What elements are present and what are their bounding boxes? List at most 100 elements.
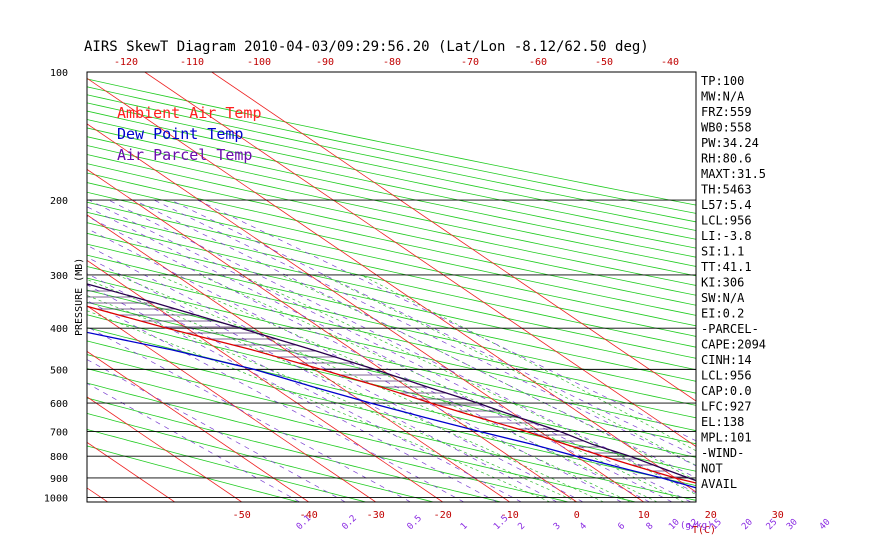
pressure-tick-label: 400 xyxy=(50,324,68,335)
bottom-temp-tick-label: 10 xyxy=(638,510,650,521)
stat-item: LI:-3.8 xyxy=(701,229,752,243)
dry-adiabat xyxy=(87,277,696,419)
pressure-tick-label: 700 xyxy=(50,428,68,439)
mixing-ratio-line xyxy=(133,199,696,479)
mixing-ratio-tick-label: 2 xyxy=(516,521,527,532)
cape-area xyxy=(87,283,696,483)
legend: Ambient Air Temp Dew Point Temp Air Parc… xyxy=(117,104,262,164)
top-temp-tick-label: -50 xyxy=(595,57,613,68)
bottom-temp-tick-label: 0 xyxy=(574,510,580,521)
mixing-ratio-line xyxy=(87,215,650,502)
dry-adiabat xyxy=(87,243,696,382)
mixing-ratio-line xyxy=(87,273,522,502)
legend-parcel: Air Parcel Temp xyxy=(117,146,252,164)
stat-item: -WIND- xyxy=(701,446,744,460)
mixing-ratio-tick-label: 0.2 xyxy=(340,514,359,533)
pressure-tick-label: 600 xyxy=(50,399,68,410)
mixing-ratio-line xyxy=(154,199,696,467)
bottom-temp-tick-label: 20 xyxy=(705,510,717,521)
isotherm xyxy=(87,305,376,502)
moist-adiabat xyxy=(240,274,696,495)
stat-item: LCL:956 xyxy=(701,369,752,383)
isotherm xyxy=(211,72,696,402)
moist-adiabat xyxy=(360,274,696,452)
moist-adiabat xyxy=(116,274,631,502)
stat-item: SW:N/A xyxy=(701,291,745,305)
mixing-ratio-line xyxy=(87,382,300,502)
stat-item: CAP:0.0 xyxy=(701,384,752,398)
stat-item: WB0:558 xyxy=(701,121,752,135)
mixing-ratio-line xyxy=(87,228,622,502)
stat-item: MAXT:31.5 xyxy=(701,167,766,181)
dry-adiabat xyxy=(87,127,696,258)
stat-item: PW:34.24 xyxy=(701,136,759,150)
mixing-ratio-line xyxy=(87,300,465,502)
ambient-temp-line xyxy=(87,305,696,484)
dry-adiabat xyxy=(87,397,502,502)
stat-item: LFC:927 xyxy=(701,400,752,414)
pressure-tick-label: 900 xyxy=(50,474,68,485)
stat-item: MPL:101 xyxy=(701,431,752,445)
stat-item: KI:306 xyxy=(701,276,744,290)
bottom-temp-tick-label: -10 xyxy=(501,510,519,521)
dry-adiabat xyxy=(87,191,696,327)
stat-item: LCL:956 xyxy=(701,214,752,228)
stat-item: FRZ:559 xyxy=(701,105,752,119)
moist-adiabat xyxy=(322,274,696,466)
stat-item: L57:5.4 xyxy=(701,198,752,212)
dry-adiabat xyxy=(87,354,696,501)
mixing-ratio-tick-label: 30 xyxy=(785,517,800,532)
mixing-ratio-tick-label: 6 xyxy=(616,521,627,532)
dry-adiabat xyxy=(87,254,696,394)
stat-item: NOT xyxy=(701,462,723,476)
dry-adiabat xyxy=(87,163,696,296)
mixing-ratio-line xyxy=(87,284,498,502)
dry-adiabat xyxy=(87,289,696,432)
mixing-ratio-line xyxy=(87,359,346,502)
stat-item: TH:5463 xyxy=(701,183,752,197)
top-temp-tick-label: -90 xyxy=(316,57,334,68)
top-temp-tick-label: -60 xyxy=(529,57,547,68)
isotherm xyxy=(87,350,309,502)
isotherm xyxy=(87,259,443,502)
dry-adiabat xyxy=(87,145,696,277)
grid-layer xyxy=(87,72,696,502)
pressure-tick-label: 300 xyxy=(50,271,68,282)
isotherm xyxy=(87,214,510,502)
stat-item: MW:N/A xyxy=(701,90,745,104)
dry-adiabat xyxy=(87,301,696,445)
temp-unit-label: T(C) xyxy=(692,525,716,536)
mixing-ratio-line xyxy=(87,206,673,502)
stat-item: EL:138 xyxy=(701,415,744,429)
legend-dewpoint: Dew Point Temp xyxy=(117,125,243,143)
stat-item: TT:41.1 xyxy=(701,260,752,274)
stat-item: EI:0.2 xyxy=(701,307,744,321)
dewpoint-line xyxy=(87,331,696,489)
mixing-ratio-unit-label: (g/kg) xyxy=(680,521,713,531)
mixing-ratio-tick-label: 20 xyxy=(740,517,755,532)
dry-adiabat xyxy=(87,201,696,337)
bottom-temp-tick-label: -30 xyxy=(367,510,385,521)
series-layer xyxy=(87,283,696,489)
dry-adiabat xyxy=(87,266,696,406)
dry-adiabat xyxy=(87,154,696,286)
mixing-ratio-tick-label: 1 xyxy=(459,521,470,532)
moist-adiabat xyxy=(157,274,658,502)
y-axis-label: PRESSURE (MB) xyxy=(74,258,85,336)
dry-adiabat xyxy=(87,445,299,502)
moist-adiabat xyxy=(281,274,696,481)
isotherm xyxy=(87,168,577,502)
moist-adiabat xyxy=(87,295,577,502)
dry-adiabat xyxy=(87,232,696,371)
bottom-temp-tick-label: -50 xyxy=(233,510,251,521)
dry-adiabat xyxy=(87,119,696,249)
legend-ambient: Ambient Air Temp xyxy=(117,104,262,122)
stat-item: TP:100 xyxy=(701,74,744,88)
top-temp-tick-label: -100 xyxy=(247,57,271,68)
top-temp-tick-label: -40 xyxy=(661,57,679,68)
stat-item: AVAIL xyxy=(701,477,737,491)
plot-frame xyxy=(86,71,697,503)
mixing-ratio-line xyxy=(170,199,696,457)
